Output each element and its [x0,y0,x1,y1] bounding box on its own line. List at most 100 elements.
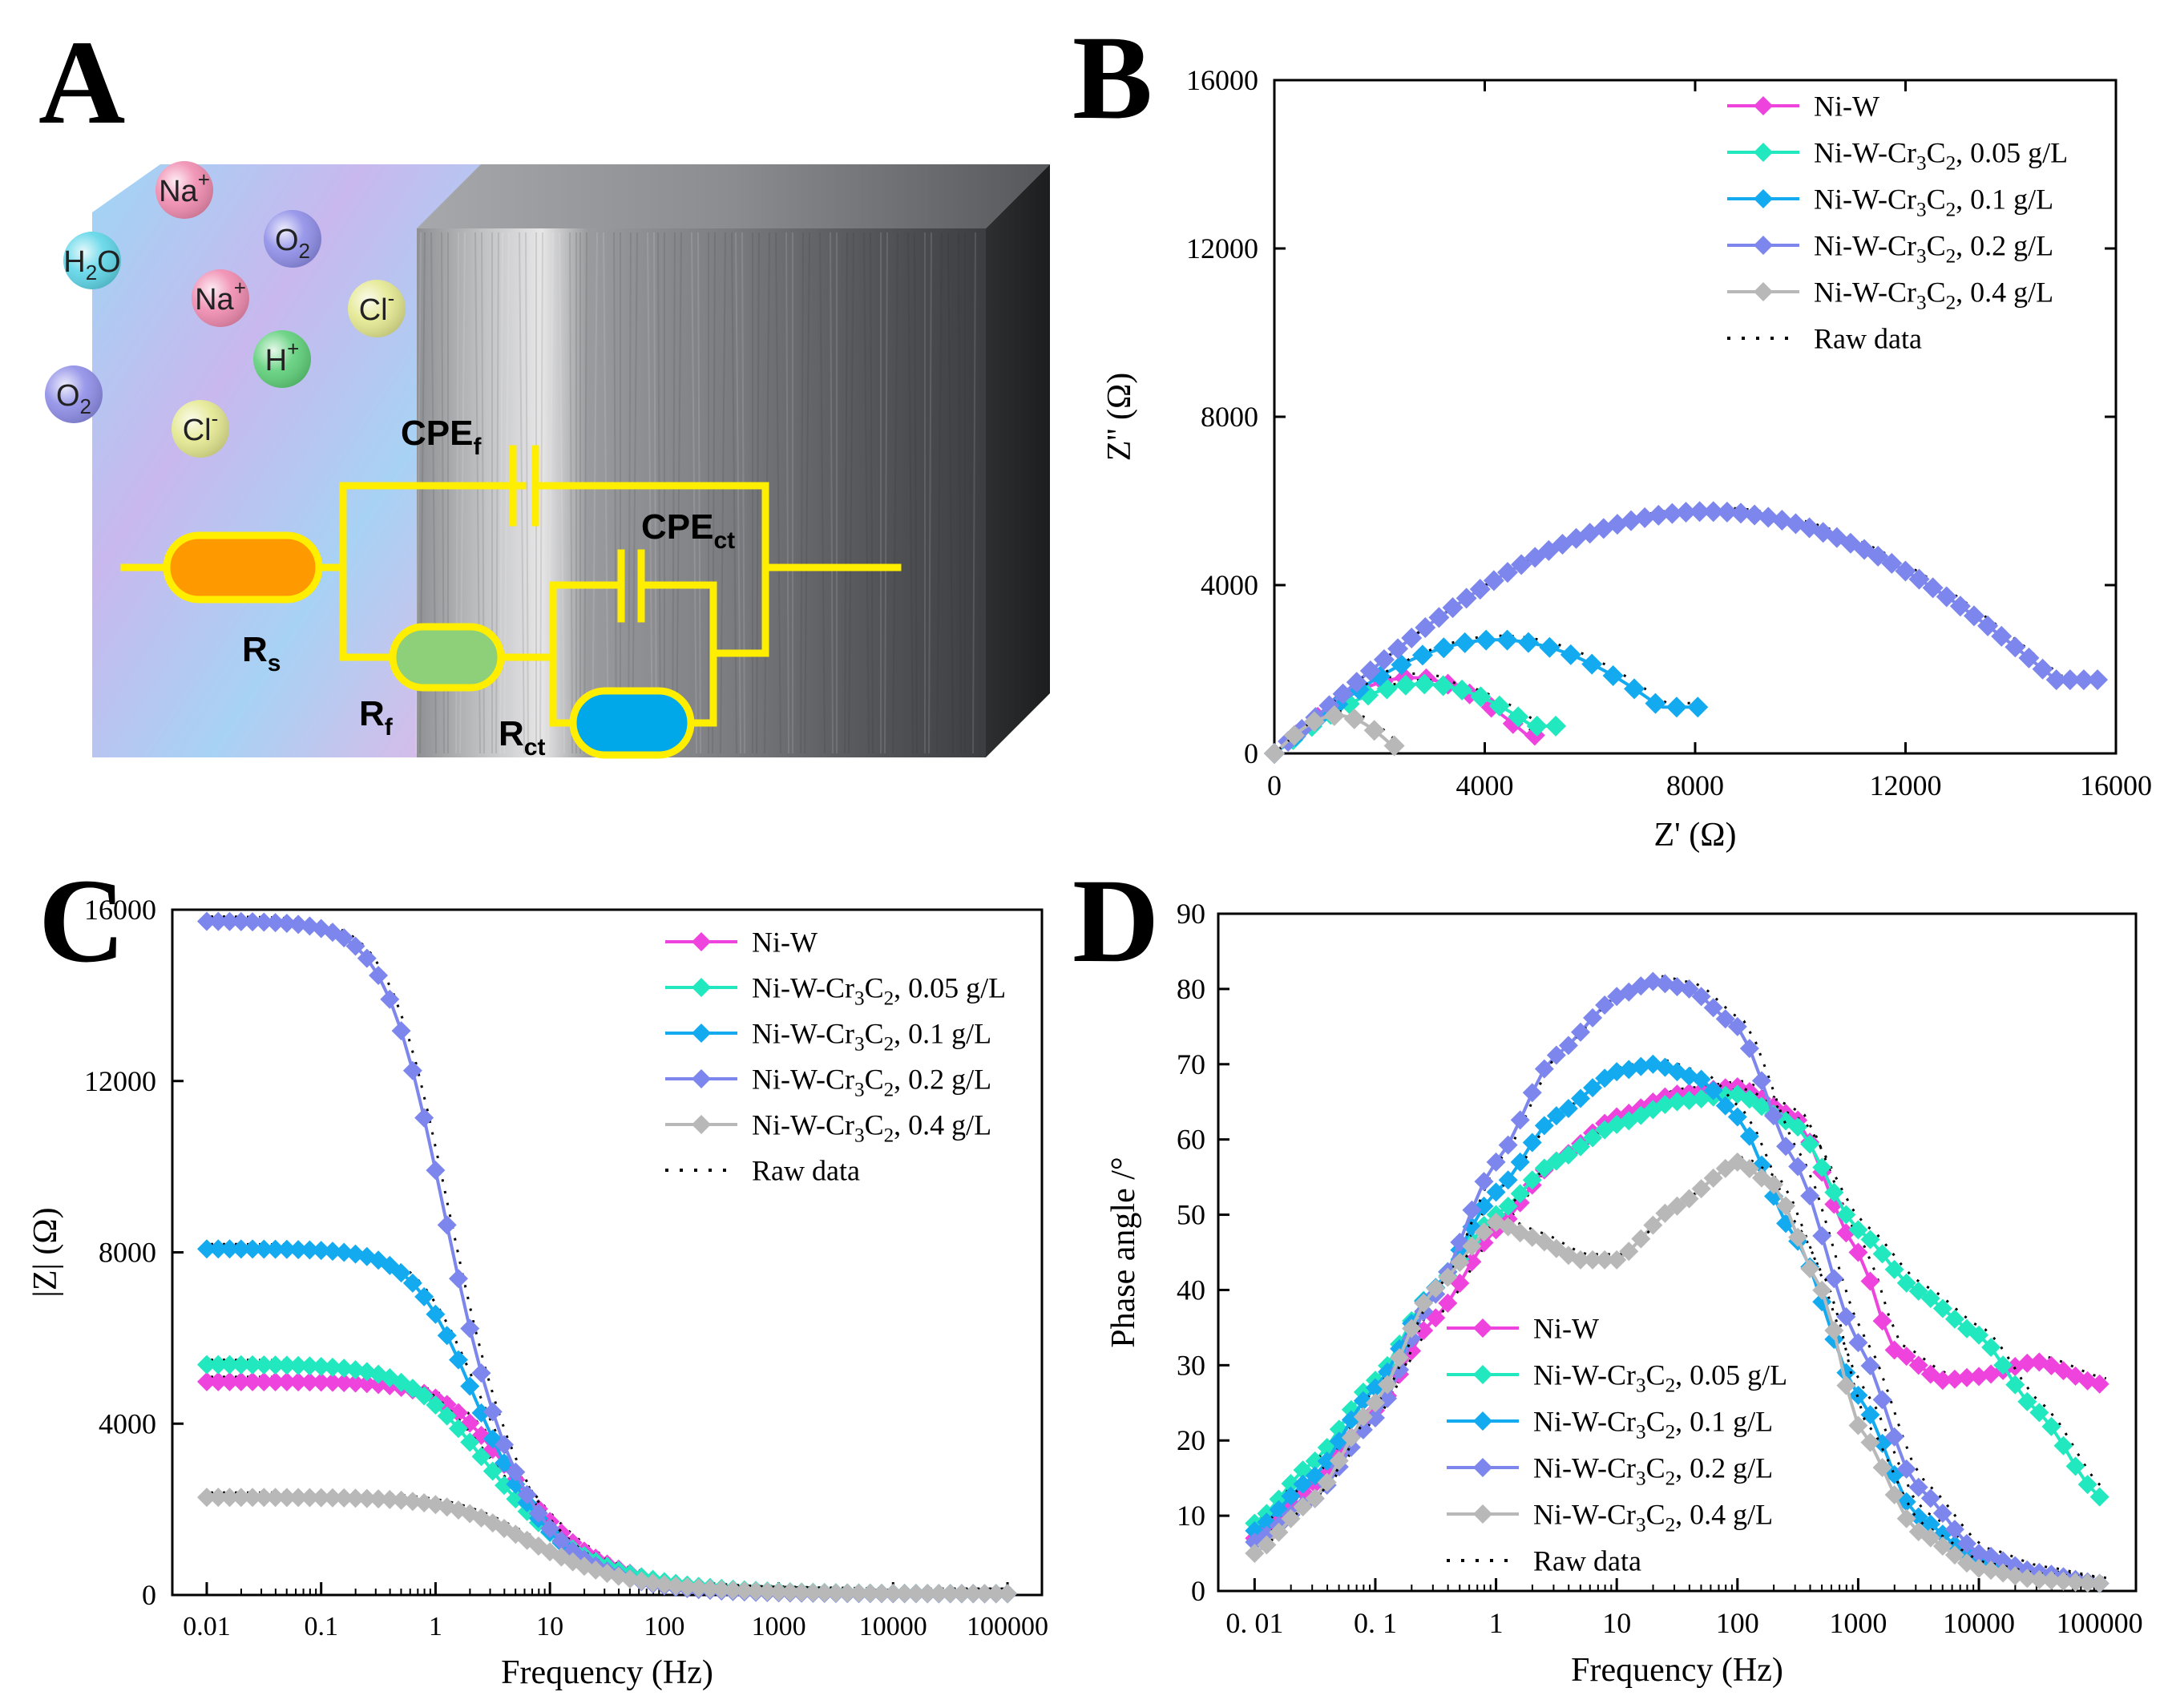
data-marker [357,948,377,968]
legend-label: Ni-W-Cr3C2, 0.1 g/L [1814,184,2053,221]
data-marker [1411,644,1433,666]
data-marker [1631,976,1651,996]
data-marker [1896,1492,1916,1512]
raw-data-line [211,1375,1011,1590]
data-marker [357,1246,377,1266]
data-marker [963,1584,983,1604]
raw-data-line [1260,974,2106,1580]
data-marker [1621,510,1642,531]
data-marker [437,1215,457,1235]
x-tick-label: 0. 01 [1225,1607,1283,1639]
data-marker [1510,1110,1530,1130]
data-marker [265,913,285,933]
data-marker [2005,1375,2025,1395]
data-marker [1860,1432,1880,1452]
data-marker [265,1355,285,1375]
data-marker [1496,562,1518,583]
legend-entry: Ni-W-Cr3C2, 0.05 g/L [1447,1359,1787,1397]
data-marker [426,1395,446,1415]
data-marker [1932,1536,1952,1557]
data-marker [654,1574,674,1594]
data-marker [1281,1474,1301,1494]
data-marker [1522,1170,1542,1190]
data-marker [2005,636,2026,658]
x-axis-label: Frequency (Hz) [1571,1652,1783,1689]
data-marker [300,1356,320,1376]
y-tick-label: 0 [1244,737,1258,769]
data-marker [1558,1098,1578,1118]
y-tick-label: 90 [1177,898,1205,930]
data-marker [1872,1244,1892,1264]
data-marker [322,1242,342,1262]
data-marker [2089,1573,2110,1593]
legend-label: Ni-W-Cr3C2, 0.1 g/L [752,1018,991,1056]
data-marker [1539,636,1560,658]
data-marker [345,1373,365,1393]
data-marker [1619,1242,1639,1262]
data-marker [1624,678,1645,700]
data-marker [495,1476,515,1496]
data-marker [1474,1222,1494,1242]
data-marker [2065,1456,2085,1476]
legend-entry: Ni-W [1727,91,1879,123]
data-marker [746,1581,766,1601]
data-marker [1848,1220,1868,1240]
data-marker [426,1161,446,1181]
x-tick-label: 0. 1 [1354,1607,1397,1639]
legend-label: Ni-W-Cr3C2, 0.2 g/L [1814,230,2053,268]
data-marker [1836,1205,1856,1225]
data-marker [1679,1189,1699,1209]
data-marker [1872,1390,1892,1410]
data-marker [1788,1117,1808,1137]
ion-cl-minus: Cl- [348,280,406,337]
data-marker [1438,1293,1458,1313]
data-marker [2017,1353,2037,1373]
data-marker [277,1488,297,1508]
legend-label: Ni-W-Cr3C2, 0.4 g/L [752,1109,991,1147]
data-marker [1896,1273,1916,1293]
legend-entry: Ni-W-Cr3C2, 0.4 g/L [1447,1499,1773,1536]
legend-entry: Ni-W-Cr3C2, 0.1 g/L [1447,1406,1773,1444]
data-marker [2065,1572,2085,1592]
data-marker [517,1484,537,1504]
data-marker [1655,1203,1675,1223]
raw-data-line [1260,1080,2107,1534]
data-marker [334,1488,354,1508]
data-marker [1293,1474,1313,1494]
data-marker [1546,1045,1566,1065]
data-marker [220,911,240,931]
data-marker [243,1371,263,1391]
data-marker [1908,568,1930,590]
y-tick-label: 40 [1177,1274,1205,1306]
ion-group: Na+ H2O O2 Na+ Cl- H+ O2 Cl- [45,161,406,458]
data-marker [1426,1308,1446,1328]
legend: Ni-W Ni-W-Cr3C2, 0.05 g/L Ni-W-Cr3C2, 0.1 … [1447,1313,1787,1577]
data-marker [540,1519,560,1539]
data-marker [1387,638,1409,660]
raw-data-line [211,1359,1011,1590]
data-marker [1595,995,1615,1016]
data-marker [231,1488,251,1508]
data-marker [254,1239,274,1259]
data-marker [1390,1348,1410,1368]
data-marker [940,1584,960,1604]
legend-entry: Ni-W-Cr3C2, 0.2 g/L [1447,1452,1773,1490]
metal-top-face [417,164,1050,228]
data-marker [495,1435,515,1455]
legend-entry: Ni-W-Cr3C2, 0.4 g/L [665,1109,991,1147]
data-marker [2032,658,2053,680]
data-marker [1981,1561,2001,1581]
legend-label: Ni-W-Cr3C2, 0.05 g/L [1814,137,2068,175]
y-tick-label: 16000 [84,894,156,926]
data-marker [1496,629,1518,651]
svg-text:O2: O2 [275,224,310,263]
data-marker [1511,554,1532,575]
data-marker [1283,725,1305,746]
data-marker [322,1488,342,1508]
data-marker [1884,1259,1904,1279]
data-marker [1571,1022,1591,1042]
svg-text:Na+: Na+ [159,168,210,208]
legend-entry: Raw data [665,1155,860,1187]
data-marker [220,1239,240,1259]
data-marker [1969,1325,1989,1345]
